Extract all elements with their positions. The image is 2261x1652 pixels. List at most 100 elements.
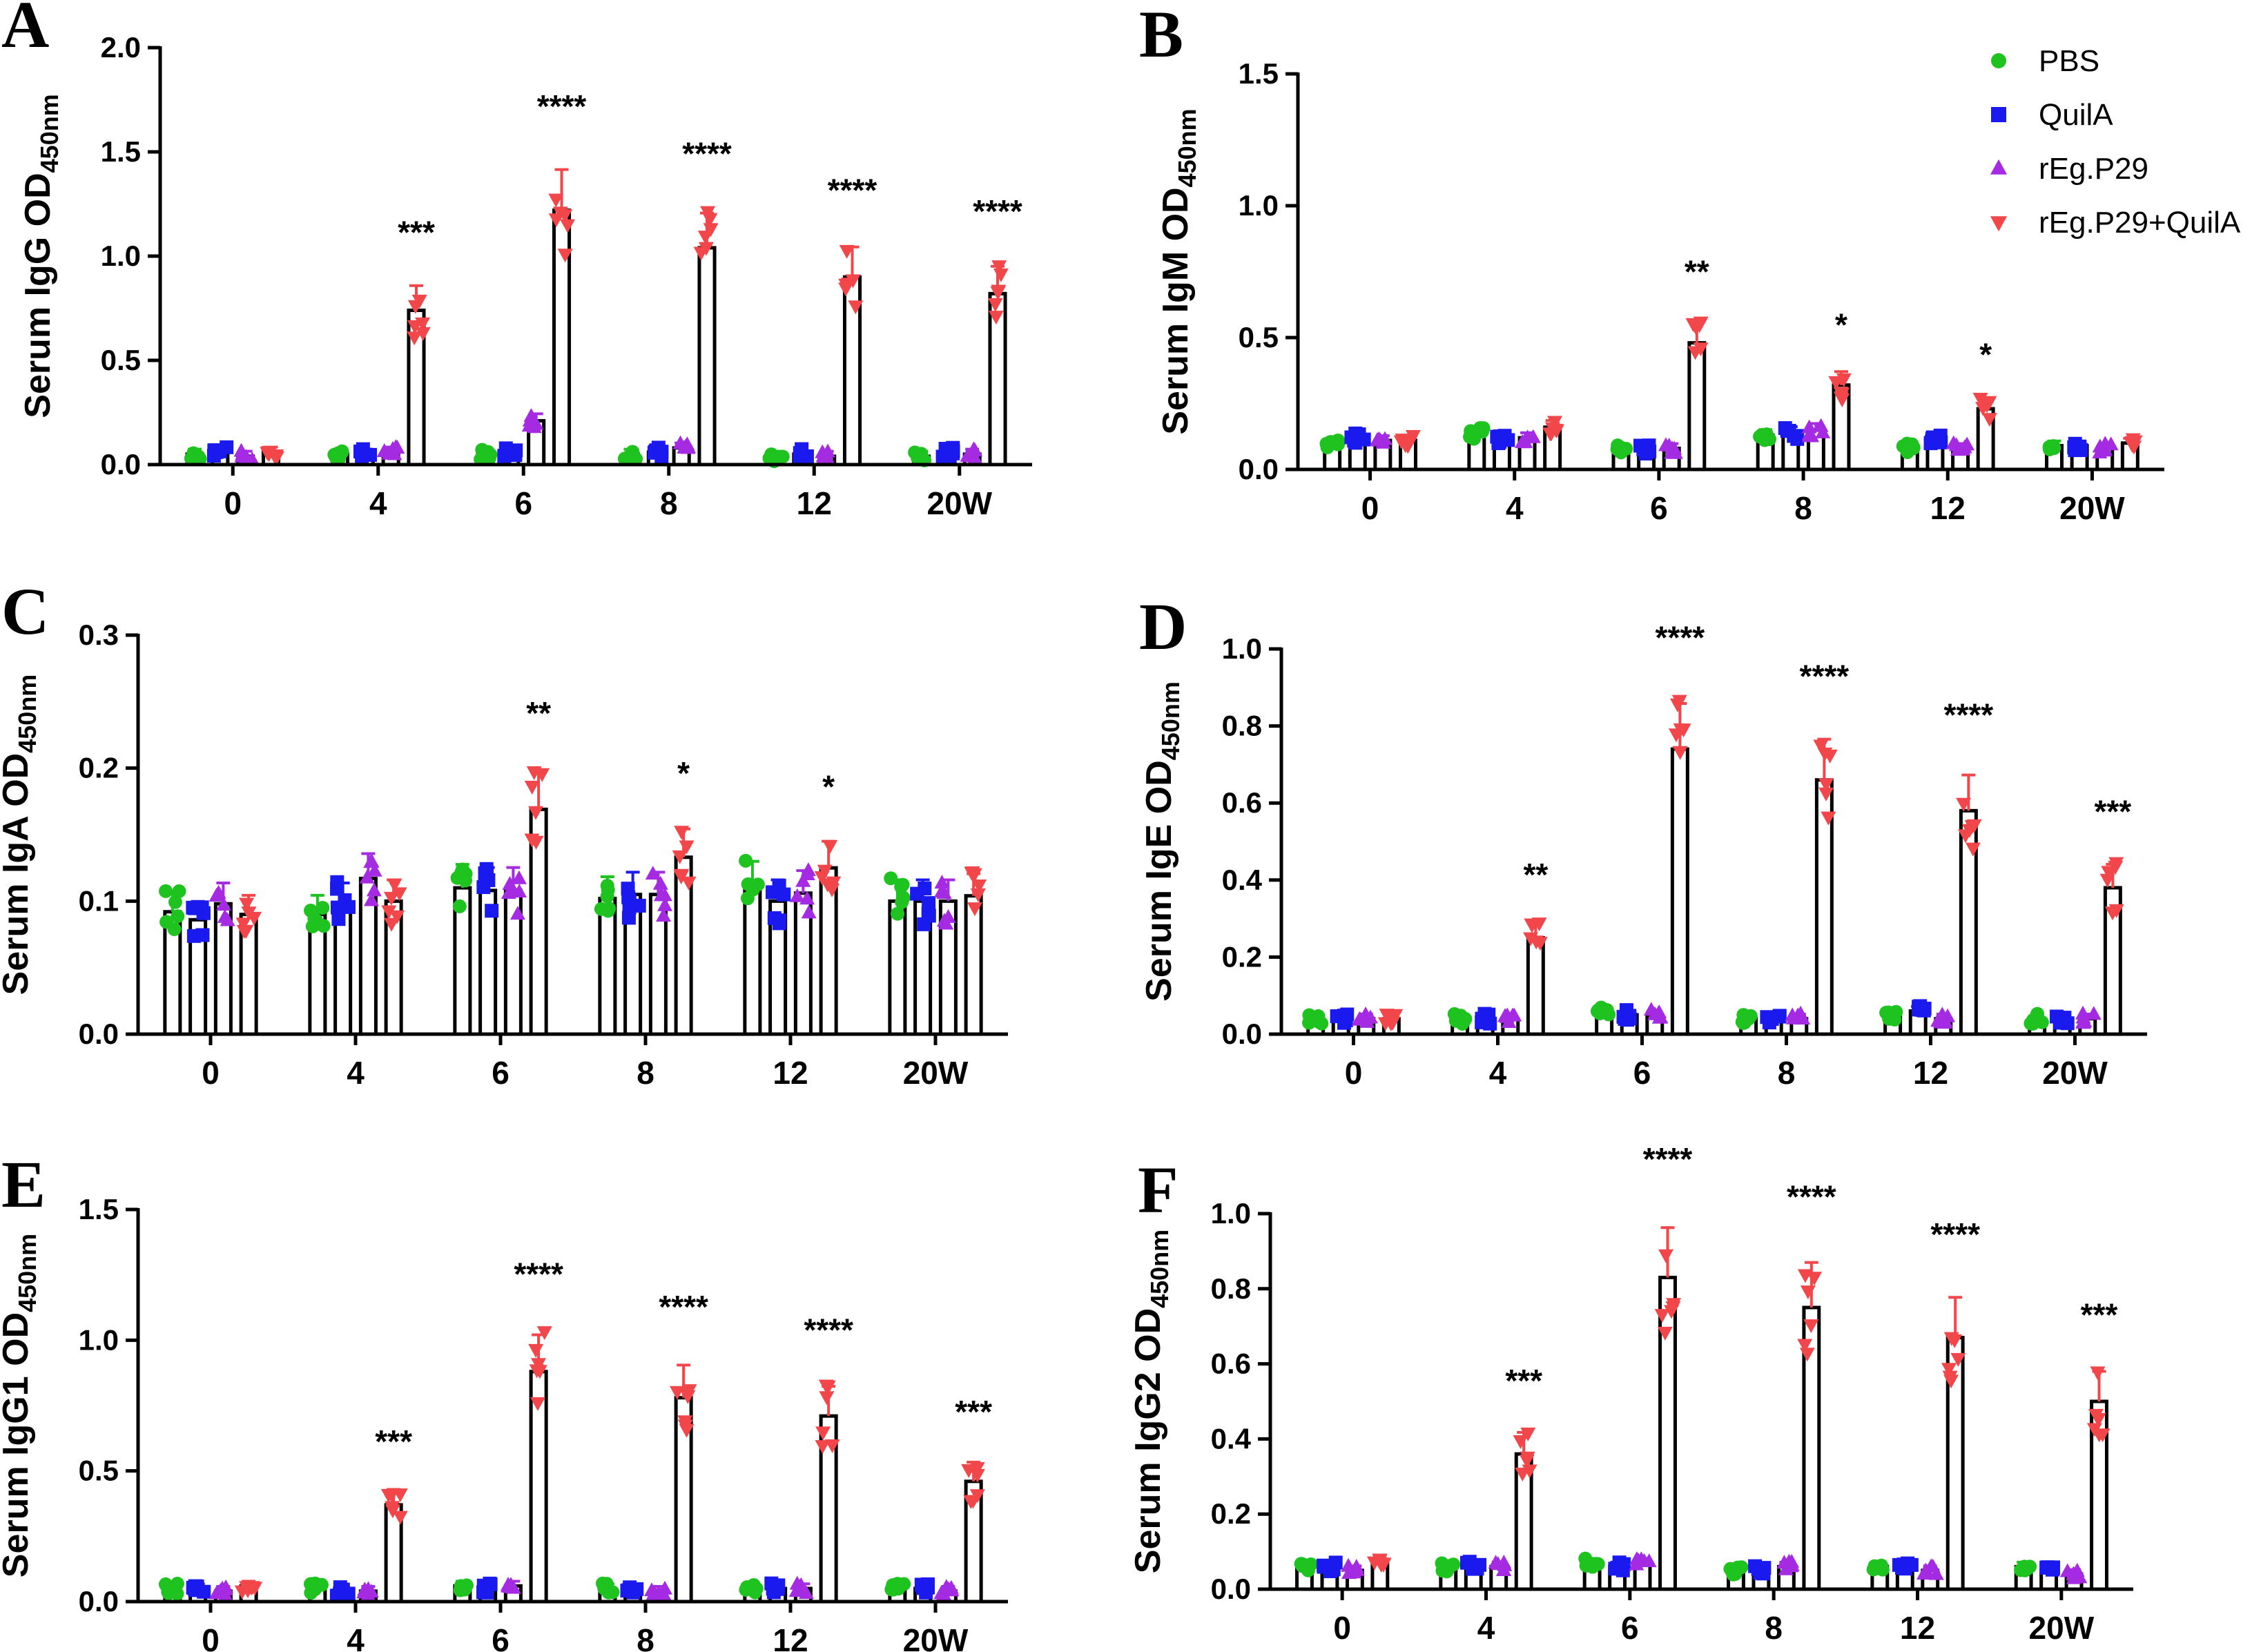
data-point [510, 906, 525, 920]
data-point [2108, 860, 2124, 875]
x-tick-label: 12 [1913, 1055, 1948, 1091]
data-point [1818, 787, 1834, 801]
significance-marker: * [822, 769, 835, 805]
data-point [383, 891, 399, 906]
y-tick-label: 0.8 [1222, 710, 1262, 742]
data-point [655, 908, 671, 922]
data-point [331, 912, 346, 926]
data-point [1693, 342, 1709, 357]
data-point [529, 1364, 545, 1379]
y-tick-label: 0.3 [79, 619, 119, 651]
data-point [234, 1585, 250, 1600]
y-axis-title: Serum IgA OD450nm [0, 674, 41, 995]
data-point [367, 862, 382, 877]
data-point [677, 1415, 693, 1430]
legend-label: PBS [2039, 44, 2099, 78]
data-point [1972, 392, 1988, 407]
data-point [698, 242, 714, 256]
significance-marker: **** [1930, 1216, 1980, 1252]
data-point [1578, 1551, 1593, 1566]
y-tick-label: 0.5 [79, 1455, 119, 1487]
x-tick-label: 6 [1621, 1610, 1639, 1646]
data-point [208, 887, 224, 902]
data-point [915, 1581, 930, 1595]
legend-label: rEg.P29 [2039, 152, 2148, 186]
bar [1658, 1275, 1677, 1591]
data-point [2099, 873, 2115, 888]
data-point [674, 826, 690, 840]
data-point [1934, 435, 1948, 449]
data-point [1790, 1007, 1806, 1022]
significance-marker: *** [398, 214, 435, 250]
x-tick-label: 0 [224, 485, 242, 521]
data-point [621, 890, 636, 904]
significance-marker: ** [526, 695, 551, 731]
data-point [1362, 1009, 1378, 1024]
data-point [739, 853, 753, 868]
data-point [1981, 413, 1997, 427]
data-point [601, 883, 615, 897]
data-point [381, 905, 397, 920]
data-point [970, 888, 986, 903]
y-axis-title-subscript: 450nm [35, 94, 64, 173]
x-tick-label: 8 [1778, 1055, 1796, 1091]
data-point [991, 260, 1007, 275]
data-point [2097, 436, 2113, 450]
data-point [672, 850, 688, 864]
data-point [1943, 1332, 1959, 1346]
data-point [969, 1461, 985, 1476]
bar [743, 883, 762, 1036]
data-point [341, 1586, 356, 1601]
data-point [681, 1384, 697, 1399]
data-point [987, 298, 1003, 312]
data-point [1966, 819, 1982, 833]
y-axis-title-subscript: 450nm [1145, 1230, 1174, 1308]
x-tick-label: 4 [347, 1055, 365, 1091]
data-point [236, 924, 252, 939]
significance-marker: *** [2081, 1296, 2118, 1332]
data-point [353, 445, 368, 459]
data-point [363, 892, 379, 906]
x-tick-label: 20W [2042, 1055, 2108, 1091]
data-point [2086, 1423, 2102, 1437]
data-point [1753, 1566, 1767, 1580]
x-tick-label: 6 [1633, 1055, 1651, 1091]
y-axis-title-main: Serum IgG2 OD [1128, 1308, 1168, 1573]
x-tick-label: 8 [1794, 490, 1812, 526]
data-point [2092, 444, 2108, 458]
data-point [703, 223, 719, 237]
data-point [1836, 373, 1852, 387]
y-tick-label: 0.5 [101, 344, 141, 376]
data-point [826, 876, 842, 891]
data-point [217, 1581, 233, 1595]
significance-marker: ** [1523, 857, 1548, 893]
data-point [897, 1577, 911, 1591]
y-tick-label: 0.1 [79, 884, 119, 917]
data-point [1523, 932, 1539, 946]
y-axis-title-subscript: 450nm [13, 1234, 41, 1312]
data-point [1366, 1556, 1382, 1571]
data-point [1942, 1370, 1958, 1385]
data-point [1493, 435, 1507, 449]
data-point [2125, 433, 2141, 447]
legend: PBS QuilA rEg.P29 rEg.P29+QuilA [1990, 44, 2241, 240]
data-point [766, 885, 780, 900]
data-point [330, 882, 345, 896]
data-point [848, 300, 864, 315]
data-point [621, 911, 636, 925]
data-point [239, 897, 255, 912]
data-point [2060, 1016, 2075, 1031]
data-point [789, 1575, 805, 1590]
y-axis-title-subscript: 450nm [1156, 681, 1185, 760]
data-point [815, 1440, 831, 1455]
data-point [159, 884, 173, 898]
y-axis-title-subscript: 450nm [1173, 108, 1201, 187]
data-point [557, 249, 573, 263]
significance-marker: ** [1685, 254, 1709, 290]
x-tick-label: 8 [637, 1622, 654, 1652]
y-tick-label: 1.5 [1239, 57, 1279, 90]
data-point [478, 1582, 493, 1596]
data-point [884, 871, 898, 886]
panel-letter: F [1138, 1153, 1178, 1227]
data-point [220, 440, 234, 454]
